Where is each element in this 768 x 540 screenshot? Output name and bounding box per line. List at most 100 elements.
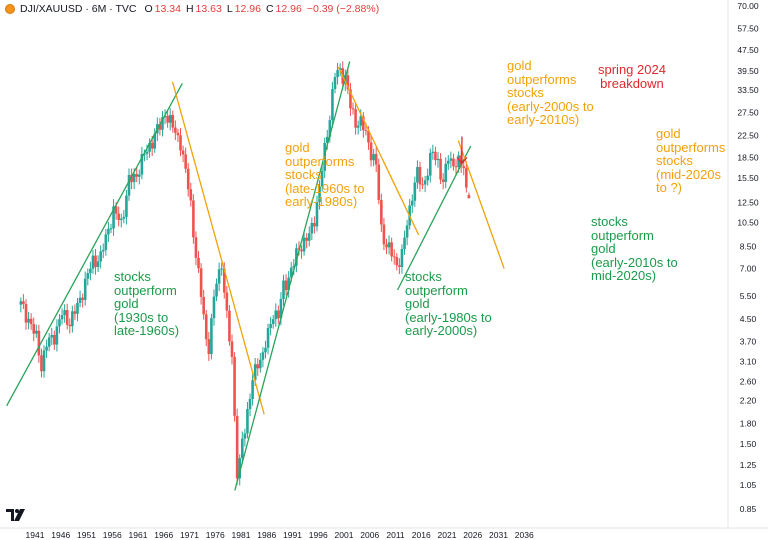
- high-label: H: [185, 3, 194, 15]
- y-tick-label: 7.00: [740, 264, 757, 274]
- candle-body: [325, 136, 329, 144]
- chart-header: DJI/XAUUSD · 6M · TVC O 13.34 H 13.63 L 12.…: [0, 0, 384, 18]
- candle-body: [444, 163, 448, 182]
- annotation-gold-2020s: gold outperforms stocks (mid-2020s to ?): [656, 126, 726, 195]
- candles-group: [19, 61, 471, 486]
- candle-body: [377, 164, 381, 200]
- candle-body: [261, 352, 265, 360]
- x-tick-label: 2021: [438, 530, 457, 540]
- change-value: −0.39 (−2.88%): [306, 3, 380, 15]
- candle-body: [302, 237, 306, 252]
- candle-body: [354, 109, 357, 128]
- low-value: 12.96: [234, 3, 261, 15]
- candle-body: [114, 206, 118, 214]
- candle-body: [60, 315, 64, 320]
- x-tick-label: 1966: [154, 530, 173, 540]
- candle-body: [418, 167, 422, 185]
- candle-body: [454, 166, 458, 168]
- y-tick-label: 10.50: [737, 217, 759, 227]
- candle-body: [86, 273, 90, 279]
- candle-body: [112, 206, 115, 229]
- candle-body: [387, 242, 391, 248]
- candle-body: [63, 310, 66, 316]
- x-tick-label: 1946: [51, 530, 70, 540]
- candle-body: [174, 127, 177, 133]
- symbol-title[interactable]: DJI/XAUUSD · 6M · TVC: [20, 3, 137, 15]
- candle-body: [369, 142, 373, 161]
- candle-body: [439, 158, 442, 180]
- candle-body: [71, 311, 74, 327]
- candle-body: [349, 89, 352, 109]
- candle-body: [436, 158, 440, 161]
- candle-body: [53, 335, 56, 345]
- candle-body: [282, 280, 285, 299]
- candle-body: [163, 115, 167, 118]
- candle-body: [307, 233, 311, 241]
- trendline-green: [6, 83, 183, 407]
- candle-body: [73, 311, 77, 314]
- candle-body: [94, 255, 97, 268]
- y-tick-label: 8.50: [740, 241, 757, 251]
- y-tick-label: 1.80: [740, 418, 757, 428]
- candle-body: [91, 255, 95, 269]
- candle-body: [148, 142, 151, 152]
- candle-body: [410, 200, 414, 206]
- candle-body: [228, 310, 231, 342]
- candle-body: [266, 328, 270, 348]
- x-tick-label: 1971: [180, 530, 199, 540]
- candle-body: [117, 213, 120, 221]
- candle-body: [277, 310, 280, 319]
- candle-body: [413, 182, 417, 201]
- candle-body: [24, 304, 28, 323]
- candle-body: [212, 296, 216, 319]
- candle-body: [68, 324, 72, 327]
- y-tick-label: 27.50: [737, 108, 759, 118]
- tradingview-logo-icon[interactable]: [6, 508, 26, 522]
- y-tick-label: 3.70: [740, 336, 757, 346]
- y-tick-label: 70.00: [737, 1, 759, 11]
- candle-body: [441, 179, 445, 182]
- candle-body: [284, 280, 288, 291]
- candle-body: [58, 319, 61, 327]
- candle-body: [372, 154, 375, 161]
- annotation-gold-2000s: gold outperforms stocks (early-2000s to …: [507, 58, 594, 127]
- annotation-spring-2024: spring 2024 breakdown: [598, 62, 666, 91]
- y-tick-label: 1.25: [740, 460, 757, 470]
- candle-body: [150, 142, 154, 149]
- y-tick-label: 3.10: [740, 356, 757, 366]
- x-tick-label: 2016: [412, 530, 431, 540]
- candle-body: [107, 228, 110, 235]
- candle-body: [271, 319, 275, 325]
- candle-body: [398, 265, 401, 267]
- candle-body: [269, 324, 272, 329]
- candle-body: [392, 256, 396, 258]
- candle-body: [395, 257, 399, 266]
- candle-body: [143, 153, 146, 155]
- candle-body: [416, 167, 419, 183]
- candle-body: [40, 355, 43, 372]
- y-tick-label: 33.50: [737, 85, 759, 95]
- annotation-stocks-1930s: stocks outperform gold (1930s to late-19…: [114, 269, 180, 338]
- candle-body: [37, 330, 41, 356]
- candle-body: [138, 174, 141, 177]
- candle-body: [434, 151, 437, 161]
- candle-body: [158, 124, 162, 130]
- candle-body: [204, 314, 208, 340]
- candle-body: [457, 155, 460, 167]
- candle-body: [452, 158, 455, 167]
- candle-body: [199, 268, 203, 297]
- trendline-orange: [337, 66, 420, 236]
- x-tick-label: 2031: [489, 530, 508, 540]
- candle-body: [279, 298, 283, 319]
- y-tick-label: 39.50: [737, 66, 759, 76]
- candle-body: [32, 324, 36, 334]
- candle-body: [202, 296, 205, 315]
- candle-body: [251, 380, 254, 400]
- open-label: O: [144, 3, 153, 15]
- candle-body: [192, 200, 195, 238]
- candle-body: [374, 154, 378, 165]
- candle-body: [359, 116, 363, 126]
- candle-body: [426, 175, 429, 181]
- candle-body: [462, 166, 466, 169]
